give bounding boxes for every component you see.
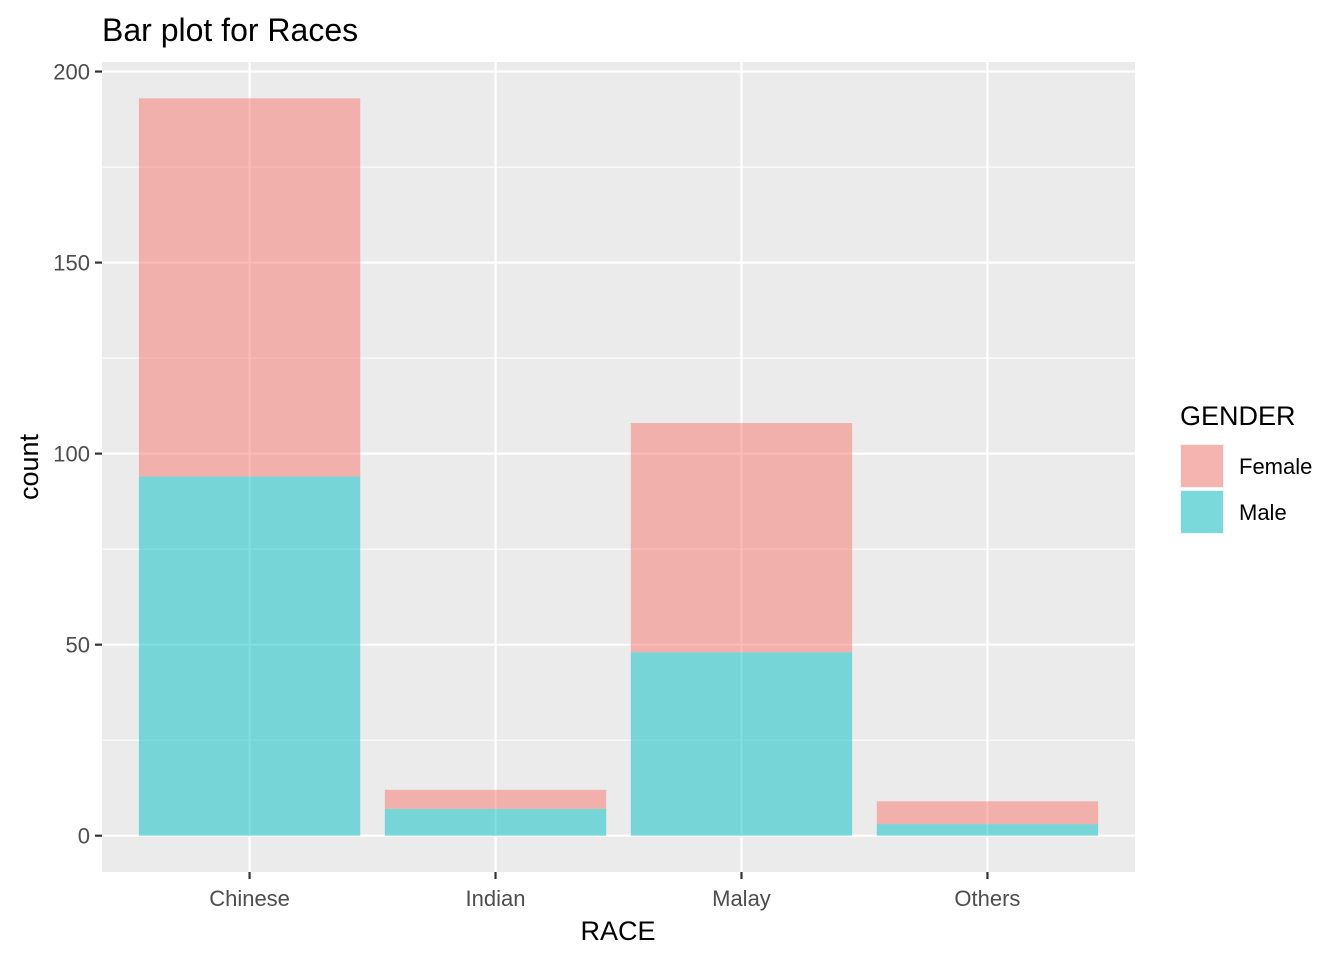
bar-chinese-male: [138, 476, 361, 836]
chart-title: Bar plot for Races: [102, 12, 358, 48]
legend-key-male: [1181, 491, 1223, 533]
x-tick-label: Chinese: [209, 886, 290, 911]
bar-malay-female: [630, 423, 853, 653]
x-tick-label: Others: [954, 886, 1020, 911]
legend-label-female: Female: [1239, 454, 1312, 479]
y-tick-label: 150: [53, 251, 90, 276]
bar-malay-male: [630, 652, 853, 836]
y-axis-title: count: [14, 433, 44, 500]
bar-indian-female: [384, 789, 607, 809]
legend-title: GENDER: [1180, 401, 1296, 431]
y-tick-label: 200: [53, 60, 90, 85]
legend-key-female: [1181, 445, 1223, 487]
x-tick-label: Indian: [466, 886, 526, 911]
legend-items: Female Male: [1180, 444, 1312, 534]
y-tick-label: 0: [78, 824, 90, 849]
bar-chinese-female: [138, 98, 361, 477]
x-tick-label: Malay: [712, 886, 771, 911]
y-tick-label: 50: [66, 633, 90, 658]
bar-others-male: [876, 824, 1099, 836]
x-axis: Chinese Indian Malay Others: [209, 872, 1020, 911]
x-axis-title: RACE: [580, 916, 655, 946]
bars: [138, 98, 1099, 836]
y-axis: 0 50 100 150 200: [53, 60, 102, 849]
bar-indian-male: [384, 808, 607, 836]
legend-label-male: Male: [1239, 500, 1287, 525]
bar-others-female: [876, 801, 1099, 825]
legend: GENDER Female Male: [1180, 401, 1312, 534]
y-tick-label: 100: [53, 442, 90, 467]
